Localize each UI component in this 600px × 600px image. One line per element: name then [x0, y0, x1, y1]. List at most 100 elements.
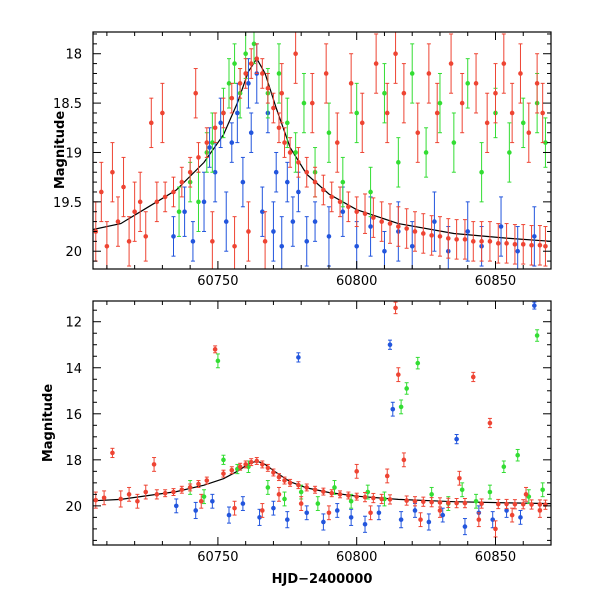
bottom-panel-data-point: [201, 494, 207, 499]
bottom-panel-series-1: [187, 329, 545, 511]
top-panel-data-point: [484, 120, 490, 126]
top-panel-data-point: [323, 71, 329, 76]
top-panel-data-point: [543, 140, 548, 145]
top-panel-data-point: [382, 90, 387, 96]
bottom-panel-data-point: [240, 501, 246, 506]
bottom-panel-data-point: [379, 496, 384, 502]
top-panel-data-point: [182, 209, 187, 215]
top-panel-data-point: [154, 199, 160, 205]
bottom-panel-data-point: [493, 526, 498, 532]
top-panel-data-point: [162, 194, 168, 200]
top-panel-data-point: [193, 90, 199, 96]
bottom-panel-data-point: [393, 305, 398, 311]
top-panel-data-point: [262, 239, 268, 244]
bottom-panel-data-point: [204, 478, 210, 483]
top-panel-data-point: [296, 189, 301, 195]
bottom-panel-data-point: [93, 497, 99, 503]
top-panel-data-point: [160, 110, 165, 116]
top-panel-data-point: [465, 229, 471, 234]
bottom-panel-data-point: [404, 498, 409, 503]
bottom-panel-data-point: [362, 521, 368, 527]
bottom-panel-data-point: [501, 464, 507, 470]
top-panel-data-point: [229, 95, 235, 101]
top-panel-data-point: [251, 41, 257, 47]
bottom-panel-data-point: [265, 485, 271, 490]
bottom-panel-data-point: [445, 500, 451, 506]
top-panel-y-tick-label: 20: [65, 245, 82, 260]
top-panel-data-point: [207, 145, 212, 150]
top-panel-data-point: [179, 179, 185, 185]
top-panel-data-point: [437, 100, 443, 106]
top-panel-data-point: [271, 105, 276, 111]
top-panel-data-point: [276, 71, 282, 76]
top-panel-data-point: [543, 243, 548, 249]
bottom-panel-frame: [92, 300, 552, 546]
top-panel-data-point: [126, 239, 132, 244]
bottom-panel-data-point: [329, 490, 335, 496]
top-panel-x-tick-label: 60800: [336, 274, 377, 289]
top-panel-data-point: [296, 160, 301, 165]
bottom-panel-data-point: [285, 517, 290, 522]
bottom-panel-data-point: [260, 462, 265, 467]
bottom-panel-data-point: [520, 501, 526, 507]
bottom-panel-data-point: [276, 492, 282, 497]
top-panel-data-point: [246, 229, 251, 234]
bottom-panel-data-point: [529, 502, 534, 507]
bottom-panel-data-point: [368, 510, 373, 516]
top-panel-data-point: [196, 155, 201, 160]
top-panel-data-point: [426, 71, 432, 76]
top-panel-data-point: [509, 110, 515, 116]
bottom-panel-data-point: [387, 342, 393, 348]
top-panel-data-point: [537, 243, 543, 248]
bottom-panel-data-point: [437, 508, 443, 513]
top-panel-ticks: 60750 60800 60850 18 18.5 19 19.5 20: [53, 32, 552, 289]
bottom-panel-data-point: [237, 464, 243, 470]
bottom-panel-data-point: [495, 501, 501, 507]
top-panel-data-point: [396, 160, 401, 165]
bottom-panel-data-point: [429, 499, 434, 505]
bottom-panel-y-tick-label: 18: [65, 454, 82, 469]
bottom-panel-y-tick-label: 14: [65, 362, 82, 377]
top-panel-data-point: [176, 209, 182, 215]
top-panel-data-point: [368, 224, 373, 229]
bottom-panel-data-point: [221, 457, 226, 463]
bottom-panel-data-point: [210, 498, 215, 504]
top-panel-data-point: [462, 237, 468, 242]
top-panel-frame: [92, 31, 552, 270]
top-panel-data-point: [285, 120, 290, 126]
bottom-panel-data-point: [476, 517, 482, 522]
bottom-panel-data-point: [418, 517, 423, 522]
top-panel-y-axis-label: Magnitude: [53, 111, 68, 190]
bottom-panel-data-point: [376, 510, 382, 516]
bottom-panel-x-tick-label: 60850: [475, 550, 516, 565]
top-panel-data-point: [223, 219, 229, 224]
top-panel-data-point: [518, 71, 523, 76]
bottom-panel-model-curve: [93, 460, 551, 505]
top-panel-data-point: [429, 233, 434, 238]
bottom-panel-data-point: [362, 494, 368, 500]
top-panel-data-point: [470, 239, 476, 244]
top-panel-data-point: [204, 140, 210, 145]
top-panel-data-layer: [93, 32, 551, 269]
top-panel-data-point: [412, 229, 418, 234]
top-panel-data-point: [243, 51, 248, 57]
bottom-panel-data-point: [196, 481, 201, 487]
bottom-panel-data-point: [229, 467, 235, 473]
bottom-panel-data-point: [390, 406, 396, 412]
bottom-panel-data-point: [348, 498, 354, 504]
top-panel-data-point: [373, 61, 379, 66]
top-panel-data-point: [337, 199, 343, 205]
top-panel-data-point: [232, 243, 237, 249]
top-panel-data-point: [187, 169, 193, 175]
top-panel-data-point: [362, 211, 368, 216]
bottom-panel-data-point: [504, 501, 509, 507]
bottom-panel-data-point: [404, 386, 409, 391]
top-panel-data-point: [254, 56, 260, 61]
top-panel-data-point: [371, 215, 376, 220]
bottom-panel-y-axis-label: Magnitude: [41, 384, 56, 463]
top-panel-data-point: [432, 219, 437, 224]
bottom-panel-ticks: 60750 60800 60850 12 14 16 18 20: [65, 301, 552, 565]
top-panel-data-point: [473, 81, 479, 86]
top-panel-data-point: [312, 179, 318, 185]
bottom-panel-data-point: [298, 489, 304, 495]
